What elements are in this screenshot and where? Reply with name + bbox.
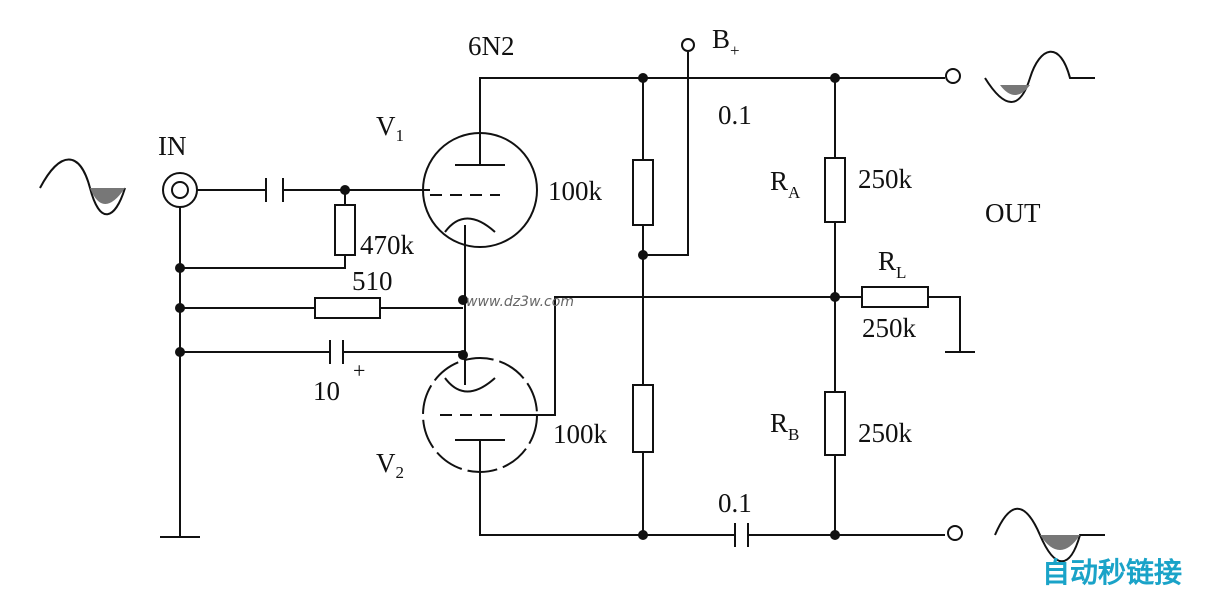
resistor-label: 100k xyxy=(548,176,603,206)
cap-top-label: 0.1 xyxy=(718,100,752,130)
cap-bottom-label: 0.1 xyxy=(718,488,752,518)
wires xyxy=(160,52,975,538)
cap-polarity: + xyxy=(353,358,365,383)
ra-value: 250k xyxy=(858,164,913,194)
tube2-text: V xyxy=(376,448,396,478)
supply-text: B xyxy=(712,24,730,54)
cap-cathode-label: 10 xyxy=(313,376,340,406)
ra-label: RA xyxy=(770,166,801,202)
tube1-text: V xyxy=(376,111,396,141)
rl-sub: L xyxy=(896,263,906,282)
rb-label: RB xyxy=(770,408,799,444)
rl-value: 250k xyxy=(862,313,917,343)
supply-label: B+ xyxy=(712,24,740,60)
brand: 自动秒链接 xyxy=(1042,556,1182,589)
rb-value: 250k xyxy=(858,418,913,448)
junctions xyxy=(175,73,840,540)
tube2-sub: 2 xyxy=(396,463,405,482)
rl-label: RL xyxy=(878,246,906,282)
ra-sub: A xyxy=(788,183,801,202)
tube-type: 6N2 xyxy=(468,31,515,61)
rl-text: R xyxy=(878,246,896,276)
tube2-label: V2 xyxy=(376,448,404,482)
output-label: OUT xyxy=(985,198,1041,228)
rb-text: R xyxy=(770,408,788,438)
input-label: IN xyxy=(158,131,187,161)
tube1-sub: 1 xyxy=(396,126,405,145)
supply-sub: + xyxy=(730,41,740,60)
hatches xyxy=(90,85,1080,550)
tube1-label: V1 xyxy=(376,111,404,145)
components xyxy=(39,38,1105,563)
cathode-resistor-label: 510 xyxy=(352,266,393,296)
resistor-label: 100k xyxy=(553,419,608,449)
grid-resistor-label: 470k xyxy=(360,230,415,260)
rb-sub: B xyxy=(788,425,799,444)
ra-text: R xyxy=(770,166,788,196)
watermark: www.dz3w.com xyxy=(466,294,574,310)
